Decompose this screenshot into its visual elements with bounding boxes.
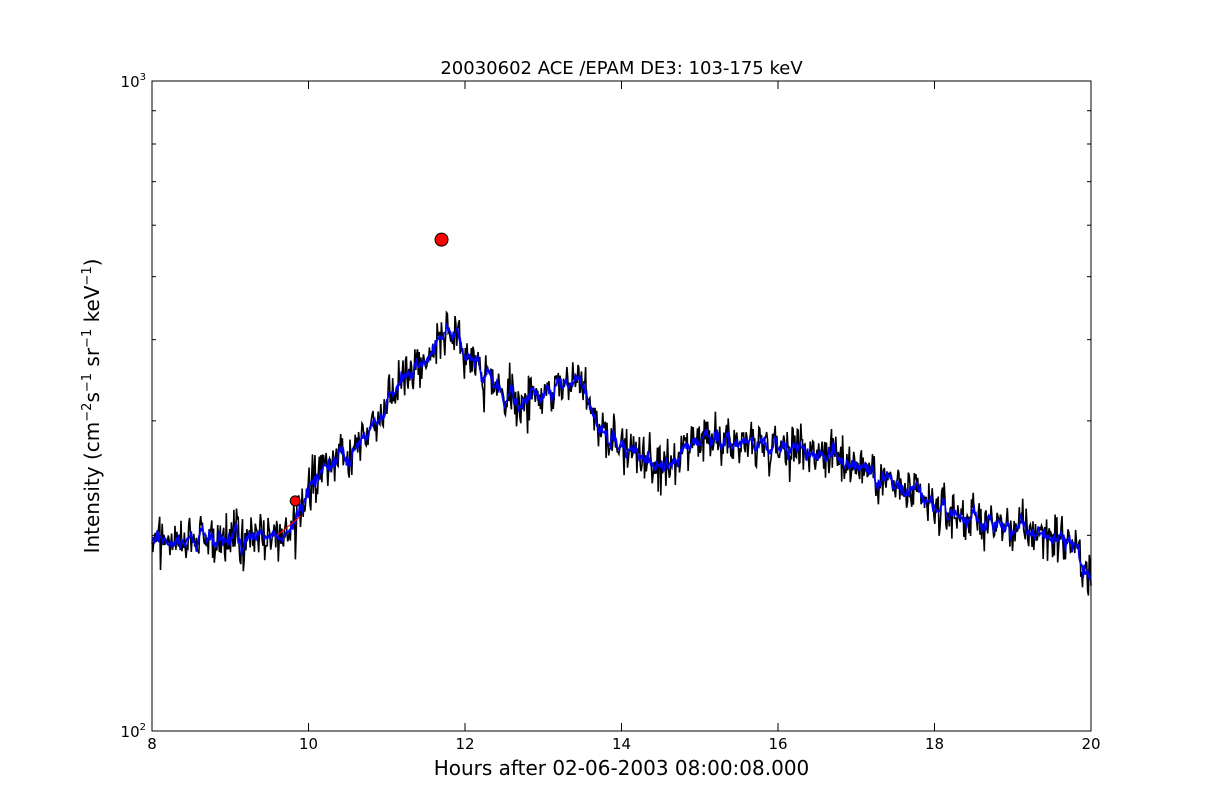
x-tick-label: 16 [768, 735, 787, 753]
x-tick-label: 14 [612, 735, 631, 753]
x-tick-label: 12 [455, 735, 474, 753]
x-axis-label: Hours after 02-06-2003 08:00:08.000 [434, 756, 810, 780]
peak-marker [434, 232, 449, 247]
y-tick-label: 103 [121, 72, 146, 91]
y-axis-label: Intensity (cm−2s−1 sr−1 keV−1) [80, 259, 104, 554]
onset-marker [289, 495, 301, 507]
chart-title: 20030602 ACE /EPAM DE3: 103-175 keV [440, 58, 803, 79]
plot-frame [151, 80, 1092, 732]
y-tick-label: 102 [121, 722, 146, 741]
x-tick-label: 18 [925, 735, 944, 753]
plot-area [151, 232, 1092, 596]
onset-trace [276, 515, 302, 536]
x-tick-label: 8 [147, 735, 157, 753]
x-tick-label: 10 [299, 735, 318, 753]
x-tick-label: 20 [1081, 735, 1100, 753]
series-smoothed-line [151, 322, 1092, 582]
series-raw-line [151, 310, 1092, 596]
tick-labels: 8 10 12 14 16 18 20 103 102 [121, 72, 1101, 753]
